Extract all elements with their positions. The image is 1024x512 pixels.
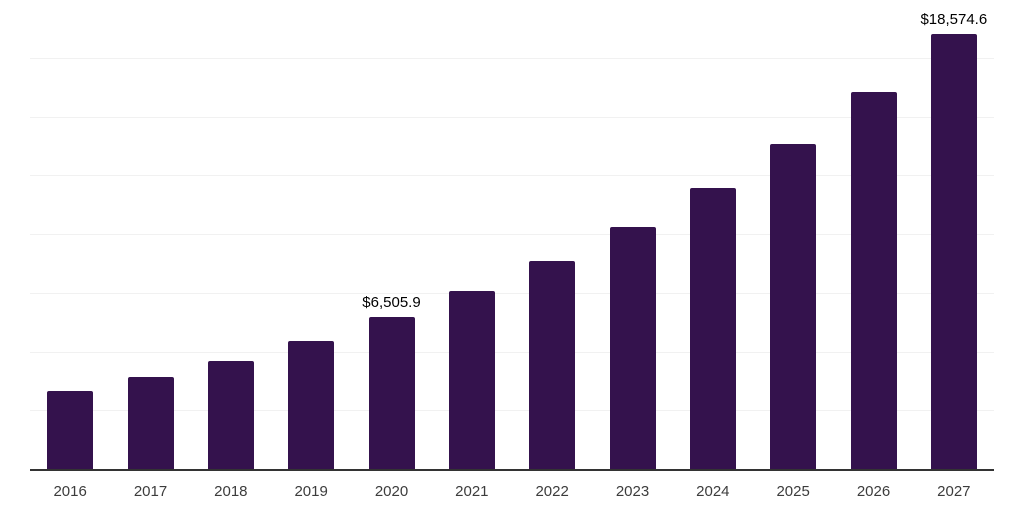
x-tick-2020: 2020 — [374, 483, 409, 500]
bar-2026 — [850, 92, 897, 470]
value-label-2027: $18,574.6 — [920, 10, 988, 28]
bar-2025 — [770, 144, 817, 470]
bar-2019 — [288, 340, 335, 470]
bar-2023 — [609, 226, 656, 470]
bar-2017 — [127, 376, 174, 470]
bar-2020 — [368, 317, 415, 470]
x-tick-2017: 2017 — [133, 483, 168, 500]
x-tick-2022: 2022 — [535, 483, 569, 500]
bar-2021 — [448, 290, 495, 470]
bar-2016 — [47, 391, 94, 470]
x-tick-2016: 2016 — [53, 483, 87, 500]
bar-2024 — [689, 187, 736, 470]
gridline — [30, 175, 994, 177]
x-tick-2018: 2018 — [214, 483, 248, 500]
x-tick-2023: 2023 — [615, 483, 650, 500]
gridline — [30, 292, 994, 294]
x-tick-2025: 2025 — [776, 483, 810, 500]
x-tick-2019: 2019 — [294, 483, 328, 500]
plot-area: $6,505.9 $18,574.6 — [30, 0, 994, 470]
bar-2027 — [930, 33, 977, 470]
gridline — [30, 351, 994, 353]
x-tick-2027: 2027 — [937, 483, 971, 500]
x-axis-labels: 2016 2017 2018 2019 2020 2021 2022 2023 2024 2025… — [30, 483, 994, 503]
value-label-2020: $6,505.9 — [362, 294, 421, 312]
x-tick-2021: 2021 — [455, 483, 489, 500]
gridline — [30, 116, 994, 118]
bar-2022 — [529, 261, 576, 470]
bar-2018 — [207, 360, 254, 470]
x-axis-line — [30, 469, 994, 471]
gridline — [30, 410, 994, 412]
gridline — [30, 234, 994, 235]
x-tick-2024: 2024 — [696, 483, 730, 500]
gridline — [30, 57, 994, 59]
x-tick-2026: 2026 — [856, 483, 891, 500]
